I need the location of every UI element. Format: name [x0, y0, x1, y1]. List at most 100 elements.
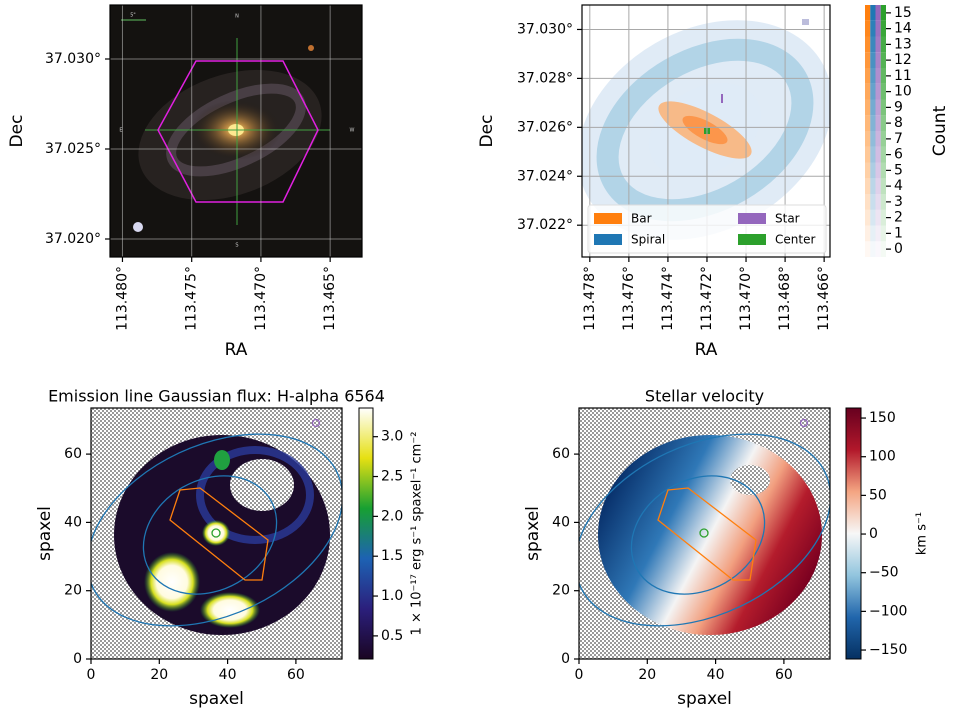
axes-frame: [578, 407, 831, 660]
colorbar-tick-label: −150: [869, 642, 907, 658]
colorbar-tick-label: 8: [894, 115, 903, 131]
y-tick-label: 0: [73, 651, 82, 667]
colorbar-band: [865, 83, 871, 100]
x-axis-label: spaxel: [189, 689, 244, 709]
x-tick-label: 60: [287, 667, 305, 683]
colorbar-band: [875, 99, 881, 116]
colorbar-band: [875, 162, 881, 179]
colorbar-label: Count: [930, 105, 950, 156]
legend-label: Bar: [631, 212, 652, 226]
colorbar-band: [865, 225, 871, 242]
colorbar-band: [865, 241, 871, 257]
colorbar-band: [865, 209, 871, 226]
colorbar-band: [880, 115, 886, 131]
y-tick-label: 60: [64, 446, 82, 462]
colorbar-band: [870, 194, 876, 210]
x-tick-label: 113.472°: [699, 266, 715, 331]
colorbar-band: [880, 99, 886, 116]
sky-image: [110, 5, 362, 257]
x-tick-label: 113.468°: [777, 266, 793, 331]
colorbar-band: [870, 241, 876, 257]
colorbar-tick-label: 11: [894, 68, 912, 84]
colorbar: [359, 408, 373, 659]
colorbar-tick-label: 1.0: [381, 588, 403, 604]
colorbar-band: [865, 68, 871, 84]
colorbar-tick-label: 3: [894, 194, 903, 210]
colorbar-band: [870, 115, 876, 131]
colorbar-band: [870, 99, 876, 116]
y-axis-label: Dec: [7, 115, 27, 148]
colorbar-tick-label: 3.0: [381, 429, 403, 445]
velocity-map: [579, 408, 830, 659]
x-tick-label: 113.480°: [114, 266, 130, 331]
image-annotation: S: [235, 243, 238, 249]
colorbar-band: [870, 5, 876, 21]
colorbar-label: 1 × 10⁻¹⁷ erg s⁻¹ spaxel⁻¹ cm⁻²: [410, 432, 425, 636]
legend-label: Center: [775, 233, 815, 247]
flux-map: [91, 408, 342, 659]
colorbar-band: [870, 178, 876, 194]
x-tick-label: 113.474°: [660, 266, 676, 331]
y-tick-label: 37.025°: [45, 141, 101, 157]
colorbar-band: [875, 36, 881, 53]
colorbar-band: [875, 52, 881, 68]
colorbar-band: [875, 83, 881, 100]
colorbar-band: [875, 146, 881, 163]
colorbar-tick-label: 12: [894, 52, 912, 68]
image-annotation: 5": [130, 13, 135, 19]
x-tick-label: 40: [219, 667, 237, 683]
x-tick-label: 20: [150, 667, 168, 683]
legend-label: Star: [775, 212, 800, 226]
y-tick-label: 37.030°: [45, 51, 101, 67]
y-tick-label: 37.030°: [517, 21, 573, 37]
x-tick-label: 20: [638, 667, 656, 683]
colorbar-band: [865, 146, 871, 163]
colorbar-band: [880, 52, 886, 68]
colorbar-band: [870, 20, 876, 37]
legend-swatch: [594, 213, 622, 224]
colorbar-tick-label: 15: [894, 5, 912, 21]
colorbar-band: [880, 146, 886, 163]
colorbar-band: [870, 162, 876, 179]
legend-label: Spiral: [631, 233, 665, 247]
legend-swatch: [738, 234, 766, 245]
colorbar-band: [870, 52, 876, 68]
colorbar-band: [865, 178, 871, 194]
colorbar-label: km s⁻¹: [915, 512, 930, 555]
colorbar-tick-label: 50: [869, 487, 887, 503]
image-annotation: N: [235, 14, 239, 20]
image-annotation: E: [119, 128, 122, 134]
x-tick-label: 113.475°: [184, 266, 200, 331]
y-axis-label: Dec: [477, 115, 497, 148]
x-tick-label: 113.465°: [322, 266, 338, 331]
x-axis-label: spaxel: [677, 689, 732, 709]
colorbar-tick-label: 0: [894, 241, 903, 257]
colorbar-tick-label: 0: [869, 526, 878, 542]
colorbar-band: [880, 209, 886, 226]
y-tick-label: 37.020°: [45, 231, 101, 247]
colorbar-band: [875, 5, 881, 21]
y-axis-label: spaxel: [35, 506, 55, 561]
colorbar-band: [880, 131, 886, 147]
x-tick-label: 0: [87, 667, 96, 683]
colorbar-tick-label: 2: [894, 210, 903, 226]
colorbar-band: [865, 52, 871, 68]
colorbar-band: [865, 194, 871, 210]
axes-frame: [581, 4, 831, 258]
colorbar-tick-label: 0.5: [381, 628, 403, 644]
panel-title: Stellar velocity: [645, 387, 764, 406]
x-tick-label: 60: [775, 667, 793, 683]
colorbar-tick-label: 14: [894, 21, 912, 37]
colorbar-band: [865, 131, 871, 147]
colorbar-band: [875, 131, 881, 147]
colorbar-tick-label: 9: [894, 99, 903, 115]
colorbar-tick-label: −100: [869, 603, 907, 619]
image-annotation: W: [350, 128, 355, 134]
x-tick-label: 0: [575, 667, 584, 683]
y-tick-label: 37.022°: [517, 217, 573, 233]
x-tick-label: 113.476°: [621, 266, 637, 331]
x-axis-label: RA: [225, 340, 248, 360]
y-tick-label: 40: [64, 514, 82, 530]
colorbar-tick-label: 1: [894, 225, 903, 241]
